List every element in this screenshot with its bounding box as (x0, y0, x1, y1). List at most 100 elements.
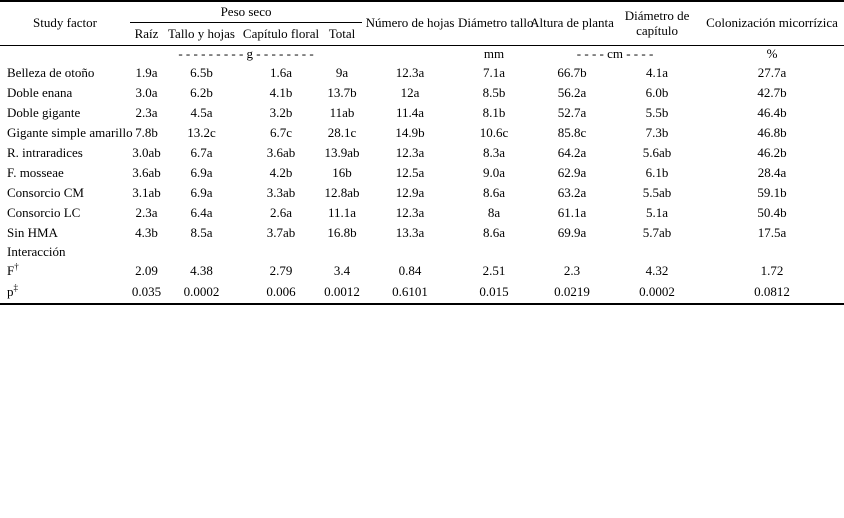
cell: 1.9a (135, 64, 158, 80)
table-row: Consorcio LC 2.3a 6.4a 2.6a 11.1a 12.3a … (0, 203, 844, 223)
cell: 3.4 (333, 263, 351, 279)
cell: 3.1ab (132, 184, 161, 200)
cell: 9.0a (483, 164, 506, 180)
cell: 17.5a (757, 224, 787, 240)
cell: 12.3a (395, 64, 425, 80)
cell: 52.7a (557, 104, 587, 120)
row-label: p‡ (0, 282, 130, 304)
cell: 5.1a (646, 204, 669, 220)
cell: 5.7ab (642, 224, 672, 240)
row-label: Consorcio LC (7, 204, 81, 220)
cell: 50.4b (757, 204, 787, 220)
cell: 6.1b (645, 164, 669, 180)
cell: 4.2b (269, 164, 293, 180)
row-label: Interacción (7, 243, 66, 259)
cell: 16.8b (327, 224, 357, 240)
row-label: Belleza de otoño (7, 64, 95, 80)
cell: 7.3b (645, 124, 669, 140)
row-label: Doble enana (7, 84, 73, 100)
cell: 12.5a (395, 164, 425, 180)
cell: 2.51 (482, 263, 506, 279)
cell: 6.5b (190, 64, 213, 80)
cell: 0.0002 (183, 284, 220, 300)
cell: 6.7a (190, 144, 213, 160)
cell: 66.7b (557, 64, 587, 80)
cell: 6.9a (190, 184, 213, 200)
table-row: Belleza de otoño 1.9a 6.5b 1.6a 9a 12.3a… (0, 63, 844, 83)
cell: 2.3a (135, 104, 158, 120)
row-label: Gigante simple amarillo (7, 124, 133, 140)
row-label: F. mosseae (7, 164, 64, 180)
cell: 11.1a (328, 204, 357, 220)
units-mm: mm (458, 45, 531, 63)
cell: 0.0219 (554, 284, 590, 300)
sub-header-total: Total (328, 25, 356, 41)
p-label: p (7, 284, 14, 300)
cell: 0.6101 (392, 284, 428, 300)
row-label: F† (0, 261, 130, 282)
cell: 42.7b (757, 84, 787, 100)
cell: 3.6ab (266, 144, 296, 160)
cell: 6.9a (190, 164, 213, 180)
cell: 12.3a (395, 144, 425, 160)
cell: 8.3a (483, 144, 506, 160)
cell: 4.5a (190, 104, 213, 120)
cell: 2.3a (135, 204, 158, 220)
cell: 27.7a (757, 64, 787, 80)
cell: 8.5a (190, 224, 213, 240)
cell: 59.1b (757, 184, 787, 200)
cell: 3.2b (269, 104, 293, 120)
cell: 4.32 (645, 263, 669, 279)
cell: 6.2b (190, 84, 213, 100)
col-header-diametro-tallo: Diámetro tallo (458, 15, 534, 31)
cell: 0.015 (479, 284, 509, 300)
cell: 64.2a (557, 144, 587, 160)
interaction-row: Interacción (0, 243, 844, 261)
cell: 46.8b (757, 124, 787, 140)
cell: 85.8c (557, 124, 587, 140)
cell: 14.9b (395, 124, 425, 140)
cell: 7.8b (135, 124, 158, 140)
empty-cells (130, 243, 844, 261)
table-row: Sin HMA 4.3b 8.5a 3.7ab 16.8b 13.3a 8.6a… (0, 223, 844, 243)
row-label: R. intraradices (7, 144, 83, 160)
cell: 8.5b (482, 84, 506, 100)
p-value-row: p‡ 0.035 0.0002 0.006 0.0012 0.6101 0.01… (0, 282, 844, 304)
table-row: F. mosseae 3.6ab 6.9a 4.2b 16b 12.5a 9.0… (0, 163, 844, 183)
cell: 3.6ab (132, 164, 161, 180)
units-grams: - - - - - - - - - g - - - - - - - - (130, 45, 363, 63)
cell: 8.1b (482, 104, 506, 120)
units-empty (0, 45, 130, 63)
cell: 6.0b (645, 84, 669, 100)
col-header-altura-de-planta: Altura de planta (530, 15, 614, 31)
col-header-colonizacion-micorrizica: Colonización micorrízica (706, 15, 838, 31)
row-label: Sin HMA (7, 224, 58, 240)
cell: 28.1c (327, 124, 357, 140)
sub-header-capitulo-floral: Capítulo floral (242, 25, 320, 41)
cell: 3.3ab (266, 184, 296, 200)
cell: 61.1a (557, 204, 587, 220)
f-label: F (7, 263, 15, 279)
cell: 2.3 (563, 263, 581, 279)
header-row-1: Study factor Peso seco Número de hojas D… (0, 1, 844, 37)
cell: 1.6a (269, 64, 293, 80)
cell: 2.79 (269, 263, 293, 279)
cell: 0.0812 (754, 284, 790, 300)
dagger-symbol: † (14, 261, 19, 272)
cell: 5.6ab (642, 144, 672, 160)
cell: 5.5b (645, 104, 669, 120)
results-table: Study factor Peso seco Número de hojas D… (0, 0, 844, 305)
cell: 56.2a (557, 84, 587, 100)
cell: 12.3a (395, 204, 425, 220)
cell: 46.4b (757, 104, 787, 120)
cell: 13.2c (187, 124, 216, 140)
cell: 7.1a (483, 64, 506, 80)
col-header-numero-de-hojas: Número de hojas (365, 15, 455, 31)
cell: 0.0002 (639, 284, 675, 300)
cell: 3.0ab (132, 144, 161, 160)
cell: 4.38 (190, 263, 213, 279)
cell: 12a (400, 84, 420, 100)
cell: 5.5ab (642, 184, 672, 200)
